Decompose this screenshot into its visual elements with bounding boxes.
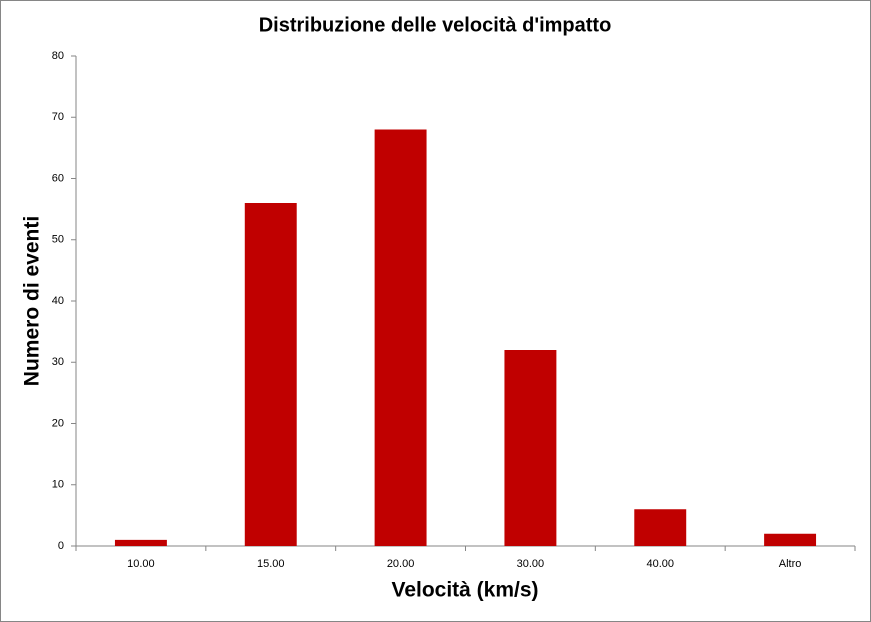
chart-title: Distribuzione delle velocità d'impatto (259, 14, 612, 36)
y-tick-label: 20 (52, 417, 64, 429)
y-tick-label: 40 (52, 295, 64, 307)
y-tick-label: 0 (58, 540, 64, 552)
bar (244, 203, 297, 546)
x-tick-label: 30.00 (517, 558, 545, 570)
y-tick-label: 50 (52, 234, 64, 246)
y-tick-label: 30 (52, 356, 64, 368)
x-tick-label: 40.00 (646, 558, 674, 570)
y-tick-label: 10 (52, 479, 64, 491)
bar (114, 539, 167, 546)
bar (764, 533, 817, 546)
x-tick-label: 15.00 (257, 558, 285, 570)
x-tick-label: Altro (779, 558, 802, 570)
x-tick-label: 10.00 (127, 558, 155, 570)
bar (374, 129, 427, 546)
y-tick-label: 80 (52, 50, 64, 62)
bar (504, 350, 557, 546)
y-tick-label: 60 (52, 172, 64, 184)
y-axis-title: Numero di eventi (21, 216, 44, 386)
y-tick-label: 70 (52, 111, 64, 123)
x-tick-label: 20.00 (387, 558, 415, 570)
bar (634, 509, 687, 546)
x-axis-title: Velocità (km/s) (391, 579, 538, 602)
